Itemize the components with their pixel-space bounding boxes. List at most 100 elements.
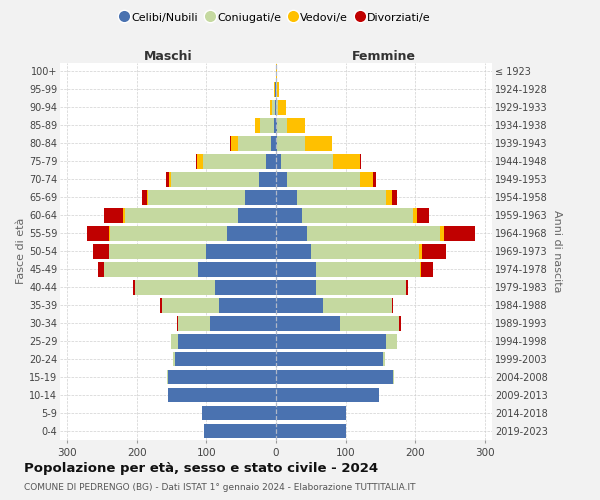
Bar bbox=[215, 280, 276, 294]
Bar bbox=[104, 262, 198, 276]
Bar bbox=[125, 208, 238, 222]
Bar bbox=[219, 298, 276, 312]
Bar bbox=[175, 352, 276, 366]
Bar bbox=[383, 352, 385, 366]
Bar bbox=[147, 190, 148, 204]
Text: COMUNE DI PEDRENGO (BG) - Dati ISTAT 1° gennaio 2024 - Elaborazione TUTTITALIA.I: COMUNE DI PEDRENGO (BG) - Dati ISTAT 1° … bbox=[24, 484, 415, 492]
Bar bbox=[316, 262, 419, 276]
Bar bbox=[393, 370, 394, 384]
Bar bbox=[238, 208, 276, 222]
Bar bbox=[419, 262, 421, 276]
Bar bbox=[277, 136, 305, 151]
Bar bbox=[109, 226, 110, 240]
Bar bbox=[302, 208, 413, 222]
Bar bbox=[276, 82, 277, 97]
Bar bbox=[276, 244, 311, 258]
Bar bbox=[275, 100, 276, 115]
Bar bbox=[276, 388, 379, 402]
Bar bbox=[400, 316, 401, 330]
Legend: Celibi/Nubili, Coniugati/e, Vedovi/e, Divorziati/e: Celibi/Nubili, Coniugati/e, Vedovi/e, Di… bbox=[117, 8, 435, 28]
Bar bbox=[168, 370, 276, 384]
Bar bbox=[134, 280, 215, 294]
Bar bbox=[227, 226, 276, 240]
Bar bbox=[172, 172, 259, 186]
Bar bbox=[392, 190, 397, 204]
Bar bbox=[124, 208, 125, 222]
Bar bbox=[259, 172, 276, 186]
Bar bbox=[110, 226, 227, 240]
Bar bbox=[245, 190, 276, 204]
Bar bbox=[98, 262, 104, 276]
Bar bbox=[274, 82, 275, 97]
Bar bbox=[359, 154, 361, 168]
Y-axis label: Fasce di età: Fasce di età bbox=[16, 218, 26, 284]
Bar bbox=[197, 154, 203, 168]
Text: Maschi: Maschi bbox=[143, 50, 193, 62]
Bar bbox=[421, 262, 433, 276]
Bar bbox=[276, 136, 277, 151]
Bar bbox=[276, 226, 307, 240]
Bar bbox=[272, 100, 275, 115]
Bar bbox=[311, 244, 419, 258]
Bar bbox=[276, 298, 323, 312]
Bar bbox=[162, 298, 219, 312]
Bar bbox=[422, 244, 446, 258]
Bar bbox=[160, 298, 162, 312]
Bar bbox=[276, 352, 383, 366]
Bar bbox=[440, 226, 444, 240]
Bar bbox=[266, 154, 276, 168]
Bar bbox=[276, 190, 297, 204]
Bar bbox=[109, 244, 206, 258]
Bar bbox=[196, 154, 197, 168]
Text: Femmine: Femmine bbox=[352, 50, 416, 62]
Bar bbox=[210, 316, 276, 330]
Bar bbox=[276, 172, 287, 186]
Bar bbox=[276, 208, 302, 222]
Bar bbox=[281, 154, 333, 168]
Bar bbox=[287, 118, 305, 133]
Bar bbox=[373, 172, 376, 186]
Bar bbox=[148, 190, 245, 204]
Bar bbox=[307, 226, 440, 240]
Bar bbox=[277, 82, 280, 97]
Bar bbox=[202, 406, 276, 420]
Bar bbox=[276, 154, 281, 168]
Bar bbox=[386, 190, 392, 204]
Bar bbox=[276, 334, 386, 348]
Bar bbox=[206, 244, 276, 258]
Bar bbox=[417, 208, 428, 222]
Bar bbox=[167, 370, 168, 384]
Bar bbox=[166, 172, 169, 186]
Bar bbox=[413, 208, 417, 222]
Bar bbox=[297, 190, 386, 204]
Bar bbox=[276, 280, 316, 294]
Bar bbox=[255, 118, 260, 133]
Bar bbox=[271, 136, 276, 151]
Bar bbox=[168, 388, 276, 402]
Bar bbox=[333, 154, 359, 168]
Bar bbox=[316, 280, 406, 294]
Bar bbox=[361, 172, 373, 186]
Bar bbox=[287, 172, 361, 186]
Bar bbox=[406, 280, 409, 294]
Bar bbox=[419, 244, 422, 258]
Bar bbox=[142, 190, 147, 204]
Bar bbox=[178, 334, 276, 348]
Bar bbox=[444, 226, 475, 240]
Bar bbox=[94, 244, 109, 258]
Bar bbox=[278, 100, 286, 115]
Bar bbox=[275, 82, 276, 97]
Bar bbox=[277, 118, 287, 133]
Bar bbox=[87, 226, 109, 240]
Y-axis label: Anni di nascita: Anni di nascita bbox=[551, 210, 562, 292]
Bar bbox=[305, 136, 332, 151]
Bar bbox=[276, 100, 278, 115]
Bar bbox=[177, 316, 178, 330]
Bar bbox=[169, 172, 172, 186]
Bar bbox=[238, 136, 271, 151]
Bar bbox=[392, 298, 393, 312]
Bar bbox=[276, 64, 277, 79]
Bar bbox=[178, 316, 210, 330]
Bar bbox=[104, 208, 124, 222]
Bar bbox=[276, 316, 340, 330]
